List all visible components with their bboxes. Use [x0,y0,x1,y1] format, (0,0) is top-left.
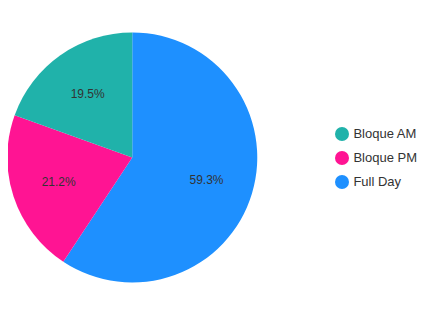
html-text:Bloque PM: Bloque PM [353,149,417,165]
html-text:Full Day: Full Day [353,173,402,189]
html-text:Bloque AM: Bloque AM [353,125,417,141]
svg-text:59.3%: 59.3% [189,173,223,187]
svg-text:21.2%: 21.2% [42,175,76,189]
svg-text:19.5%: 19.5% [71,87,105,101]
